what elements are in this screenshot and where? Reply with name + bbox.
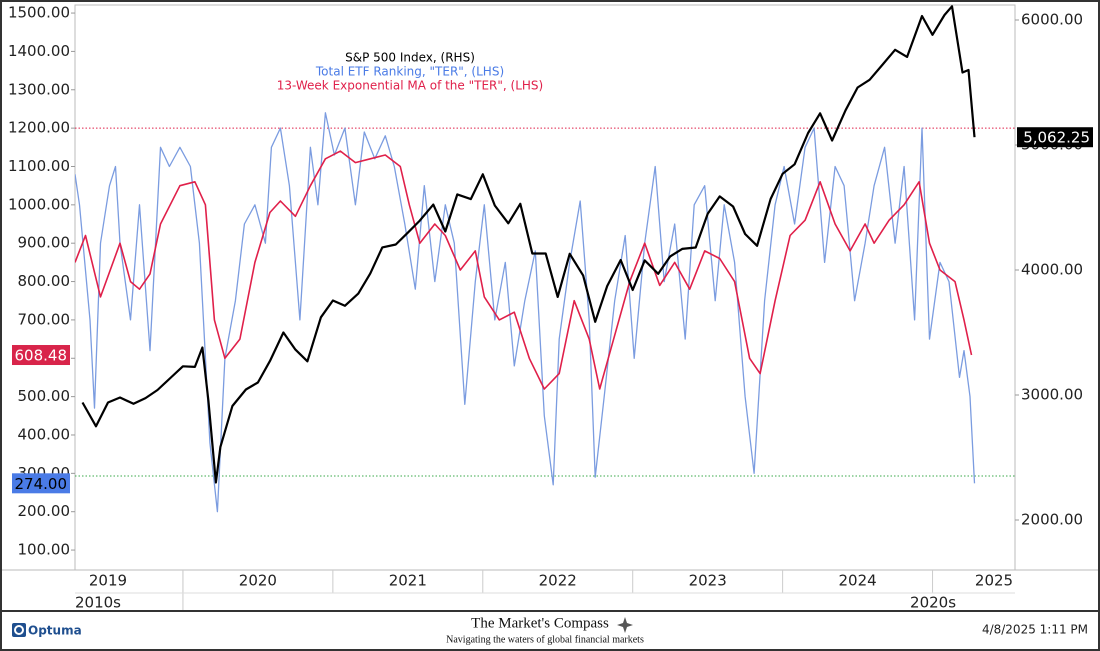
y-tick-label: 100.00 (18, 541, 71, 559)
legend-entry: Total ETF Ranking, "TER", (LHS) (315, 65, 504, 79)
y-tick-label: 1500.00 (8, 4, 70, 22)
series-line (75, 150, 973, 390)
last-value-label: 608.48 (15, 347, 68, 365)
brand: The Market's Compass (471, 615, 609, 631)
era-label: 2020s (910, 594, 956, 612)
y-tick-label: 1200.00 (8, 119, 70, 137)
footer: Optuma The Market's Compass Navigating t… (12, 615, 1088, 645)
legend-entry: S&P 500 Index, (RHS) (345, 51, 475, 65)
compass-icon (617, 617, 633, 633)
logo-mark (14, 625, 24, 635)
y-tick-label: 1400.00 (8, 42, 70, 60)
y2-tick-label: 6000.00 (1021, 11, 1083, 29)
y-tick-label: 800.00 (18, 272, 71, 290)
y-tick-label: 700.00 (18, 310, 71, 328)
y-tick-label: 1300.00 (8, 80, 70, 98)
series-line (75, 112, 976, 513)
y2-tick-label: 2000.00 (1021, 511, 1083, 529)
y-tick-label: 1000.00 (8, 195, 70, 213)
y2-tick-label: 4000.00 (1021, 261, 1083, 279)
era-label: 2010s (75, 594, 121, 612)
timestamp: 4/8/2025 1:11 PM (982, 623, 1088, 637)
tagline: Navigating the waters of global financia… (446, 634, 644, 645)
y-tick-label: 1100.00 (8, 157, 70, 175)
y-tick-label: 500.00 (18, 387, 71, 405)
x-tick-label: 2024 (838, 572, 876, 590)
legend-entry: 13-Week Exponential MA of the "TER", (LH… (277, 79, 543, 93)
y2-tick-label: 3000.00 (1021, 386, 1083, 404)
logo-text: Optuma (28, 624, 82, 638)
y-tick-label: 900.00 (18, 234, 71, 252)
x-tick-label: 2025 (975, 572, 1013, 590)
x-tick-label: 2019 (89, 572, 127, 590)
last-value-badge (1017, 127, 1093, 148)
y-tick-label: 400.00 (18, 425, 71, 443)
last-value-badge (12, 473, 70, 494)
x-tick-label: 2021 (389, 572, 427, 590)
last-value-badge (12, 345, 70, 366)
last-value-label: 5,062.25 (1023, 129, 1090, 147)
x-tick-label: 2023 (689, 572, 727, 590)
y-tick-label: 200.00 (18, 502, 71, 520)
x-tick-label: 2020 (239, 572, 277, 590)
x-tick-label: 2022 (539, 572, 577, 590)
series-line (81, 5, 976, 484)
last-value-label: 274.00 (15, 475, 68, 493)
